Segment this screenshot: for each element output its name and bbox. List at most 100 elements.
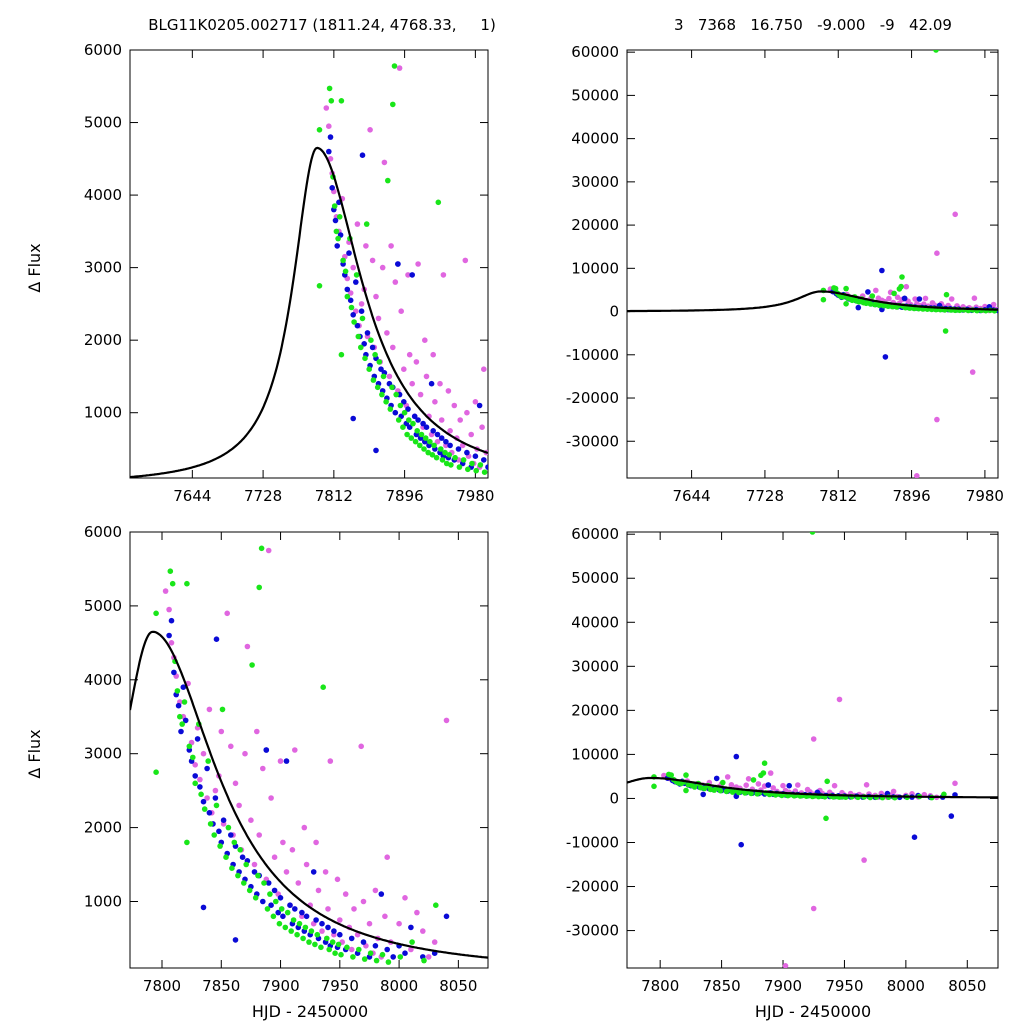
- data-point-green: [190, 754, 196, 761]
- data-point-magenta: [379, 264, 386, 271]
- data-point-green: [425, 449, 432, 456]
- data-point-green: [316, 127, 323, 133]
- data-point-green: [867, 301, 874, 307]
- data-point-green: [367, 950, 374, 956]
- data-point-blue: [353, 279, 359, 285]
- data-point-green: [326, 85, 333, 92]
- data-point-green: [355, 333, 362, 340]
- data-point-green: [750, 777, 757, 783]
- y-tick-label: -10000: [566, 833, 619, 851]
- data-point-blue: [334, 243, 341, 249]
- data-point-green: [361, 956, 368, 962]
- data-point-green: [404, 431, 410, 438]
- data-point-blue: [329, 185, 336, 191]
- y-tick-label: 30000: [571, 657, 619, 675]
- data-point-green: [264, 906, 271, 912]
- data-point-blue: [948, 813, 955, 819]
- data-point-magenta: [358, 743, 365, 750]
- data-point-green: [406, 417, 412, 423]
- y-tick-label: -20000: [566, 878, 619, 896]
- model-curve: [627, 290, 998, 313]
- data-point-magenta: [724, 774, 731, 780]
- model-curve: [627, 776, 998, 799]
- data-point-green: [421, 957, 427, 964]
- data-point-green: [312, 941, 318, 948]
- panel-top-right: -30000 -20000 -10000 0 10000 20000 30000 40000 5…: [566, 43, 1004, 505]
- data-point-green: [481, 469, 488, 476]
- data-point-blue: [378, 891, 385, 897]
- data-point-magenta: [369, 257, 376, 264]
- data-point-blue: [423, 424, 430, 431]
- data-point-blue: [472, 453, 479, 460]
- data-point-green: [438, 446, 444, 452]
- data-point-magenta: [432, 399, 438, 405]
- data-point-green: [314, 931, 321, 938]
- y-tick-label: 50000: [571, 86, 619, 104]
- data-point-blue: [434, 431, 441, 438]
- data-point-blue: [327, 134, 334, 140]
- data-point-blue: [331, 928, 337, 934]
- data-point-magenta: [358, 301, 365, 307]
- data-point-magenta: [303, 861, 310, 868]
- x-tick-label: 7812: [315, 487, 353, 505]
- data-point-magenta: [406, 351, 413, 358]
- data-point-blue: [194, 736, 201, 742]
- data-point-blue: [406, 424, 413, 431]
- x-tick-label: 7812: [819, 487, 857, 505]
- data-point-green: [362, 355, 368, 362]
- data-point-magenta: [464, 409, 470, 416]
- data-point-blue: [364, 330, 371, 336]
- data-point-magenta: [912, 296, 918, 302]
- data-point-magenta: [405, 272, 411, 278]
- data-point-green: [358, 344, 364, 351]
- data-point-magenta: [350, 264, 357, 271]
- data-point-magenta: [914, 473, 920, 478]
- data-point-green: [243, 861, 249, 868]
- data-point-blue: [200, 904, 207, 911]
- data-point-blue: [346, 250, 352, 256]
- y-axis-title-top-left: Δ Flux: [25, 243, 44, 292]
- data-point-magenta: [952, 780, 958, 787]
- data-point-magenta: [244, 643, 251, 650]
- data-point-blue: [430, 428, 437, 434]
- y-tick-label: 60000: [571, 525, 619, 543]
- data-point-magenta: [197, 776, 203, 783]
- data-point-magenta: [384, 330, 390, 336]
- data-point-green: [324, 935, 330, 942]
- data-point-green: [288, 928, 295, 934]
- data-point-magenta: [386, 373, 393, 380]
- data-point-green: [338, 951, 344, 958]
- data-point-blue: [411, 413, 418, 420]
- x-tick-label: 7896: [892, 487, 930, 505]
- x-tick-label: 8000: [380, 977, 418, 995]
- data-point-blue: [455, 446, 462, 452]
- data-point-blue: [197, 784, 203, 790]
- data-point-green: [308, 928, 315, 934]
- data-point-magenta: [728, 782, 735, 788]
- data-point-green: [235, 872, 241, 879]
- data-point-magenta: [168, 640, 175, 646]
- data-point-green: [460, 457, 467, 463]
- data-point-green: [318, 944, 324, 951]
- data-point-green: [340, 257, 346, 264]
- data-point-green: [296, 920, 303, 927]
- data-point-blue: [277, 895, 284, 901]
- data-point-magenta: [326, 123, 332, 129]
- data-point-blue: [384, 946, 391, 953]
- data-point-blue: [354, 322, 361, 329]
- data-point-blue: [332, 217, 339, 224]
- data-point-magenta: [382, 913, 388, 920]
- y-tick-label: 4000: [84, 671, 122, 689]
- data-point-magenta: [468, 431, 475, 438]
- data-point-magenta: [952, 211, 958, 218]
- data-point-green: [943, 291, 950, 298]
- data-point-blue: [200, 798, 207, 805]
- data-point-green: [433, 902, 439, 908]
- data-point-magenta: [886, 295, 892, 302]
- data-point-blue: [337, 931, 343, 938]
- data-point-magenta: [836, 696, 843, 703]
- data-point-magenta: [280, 839, 286, 846]
- x-tick-label: 7728: [244, 487, 282, 505]
- data-point-blue: [216, 828, 222, 835]
- data-point-magenta: [313, 839, 319, 846]
